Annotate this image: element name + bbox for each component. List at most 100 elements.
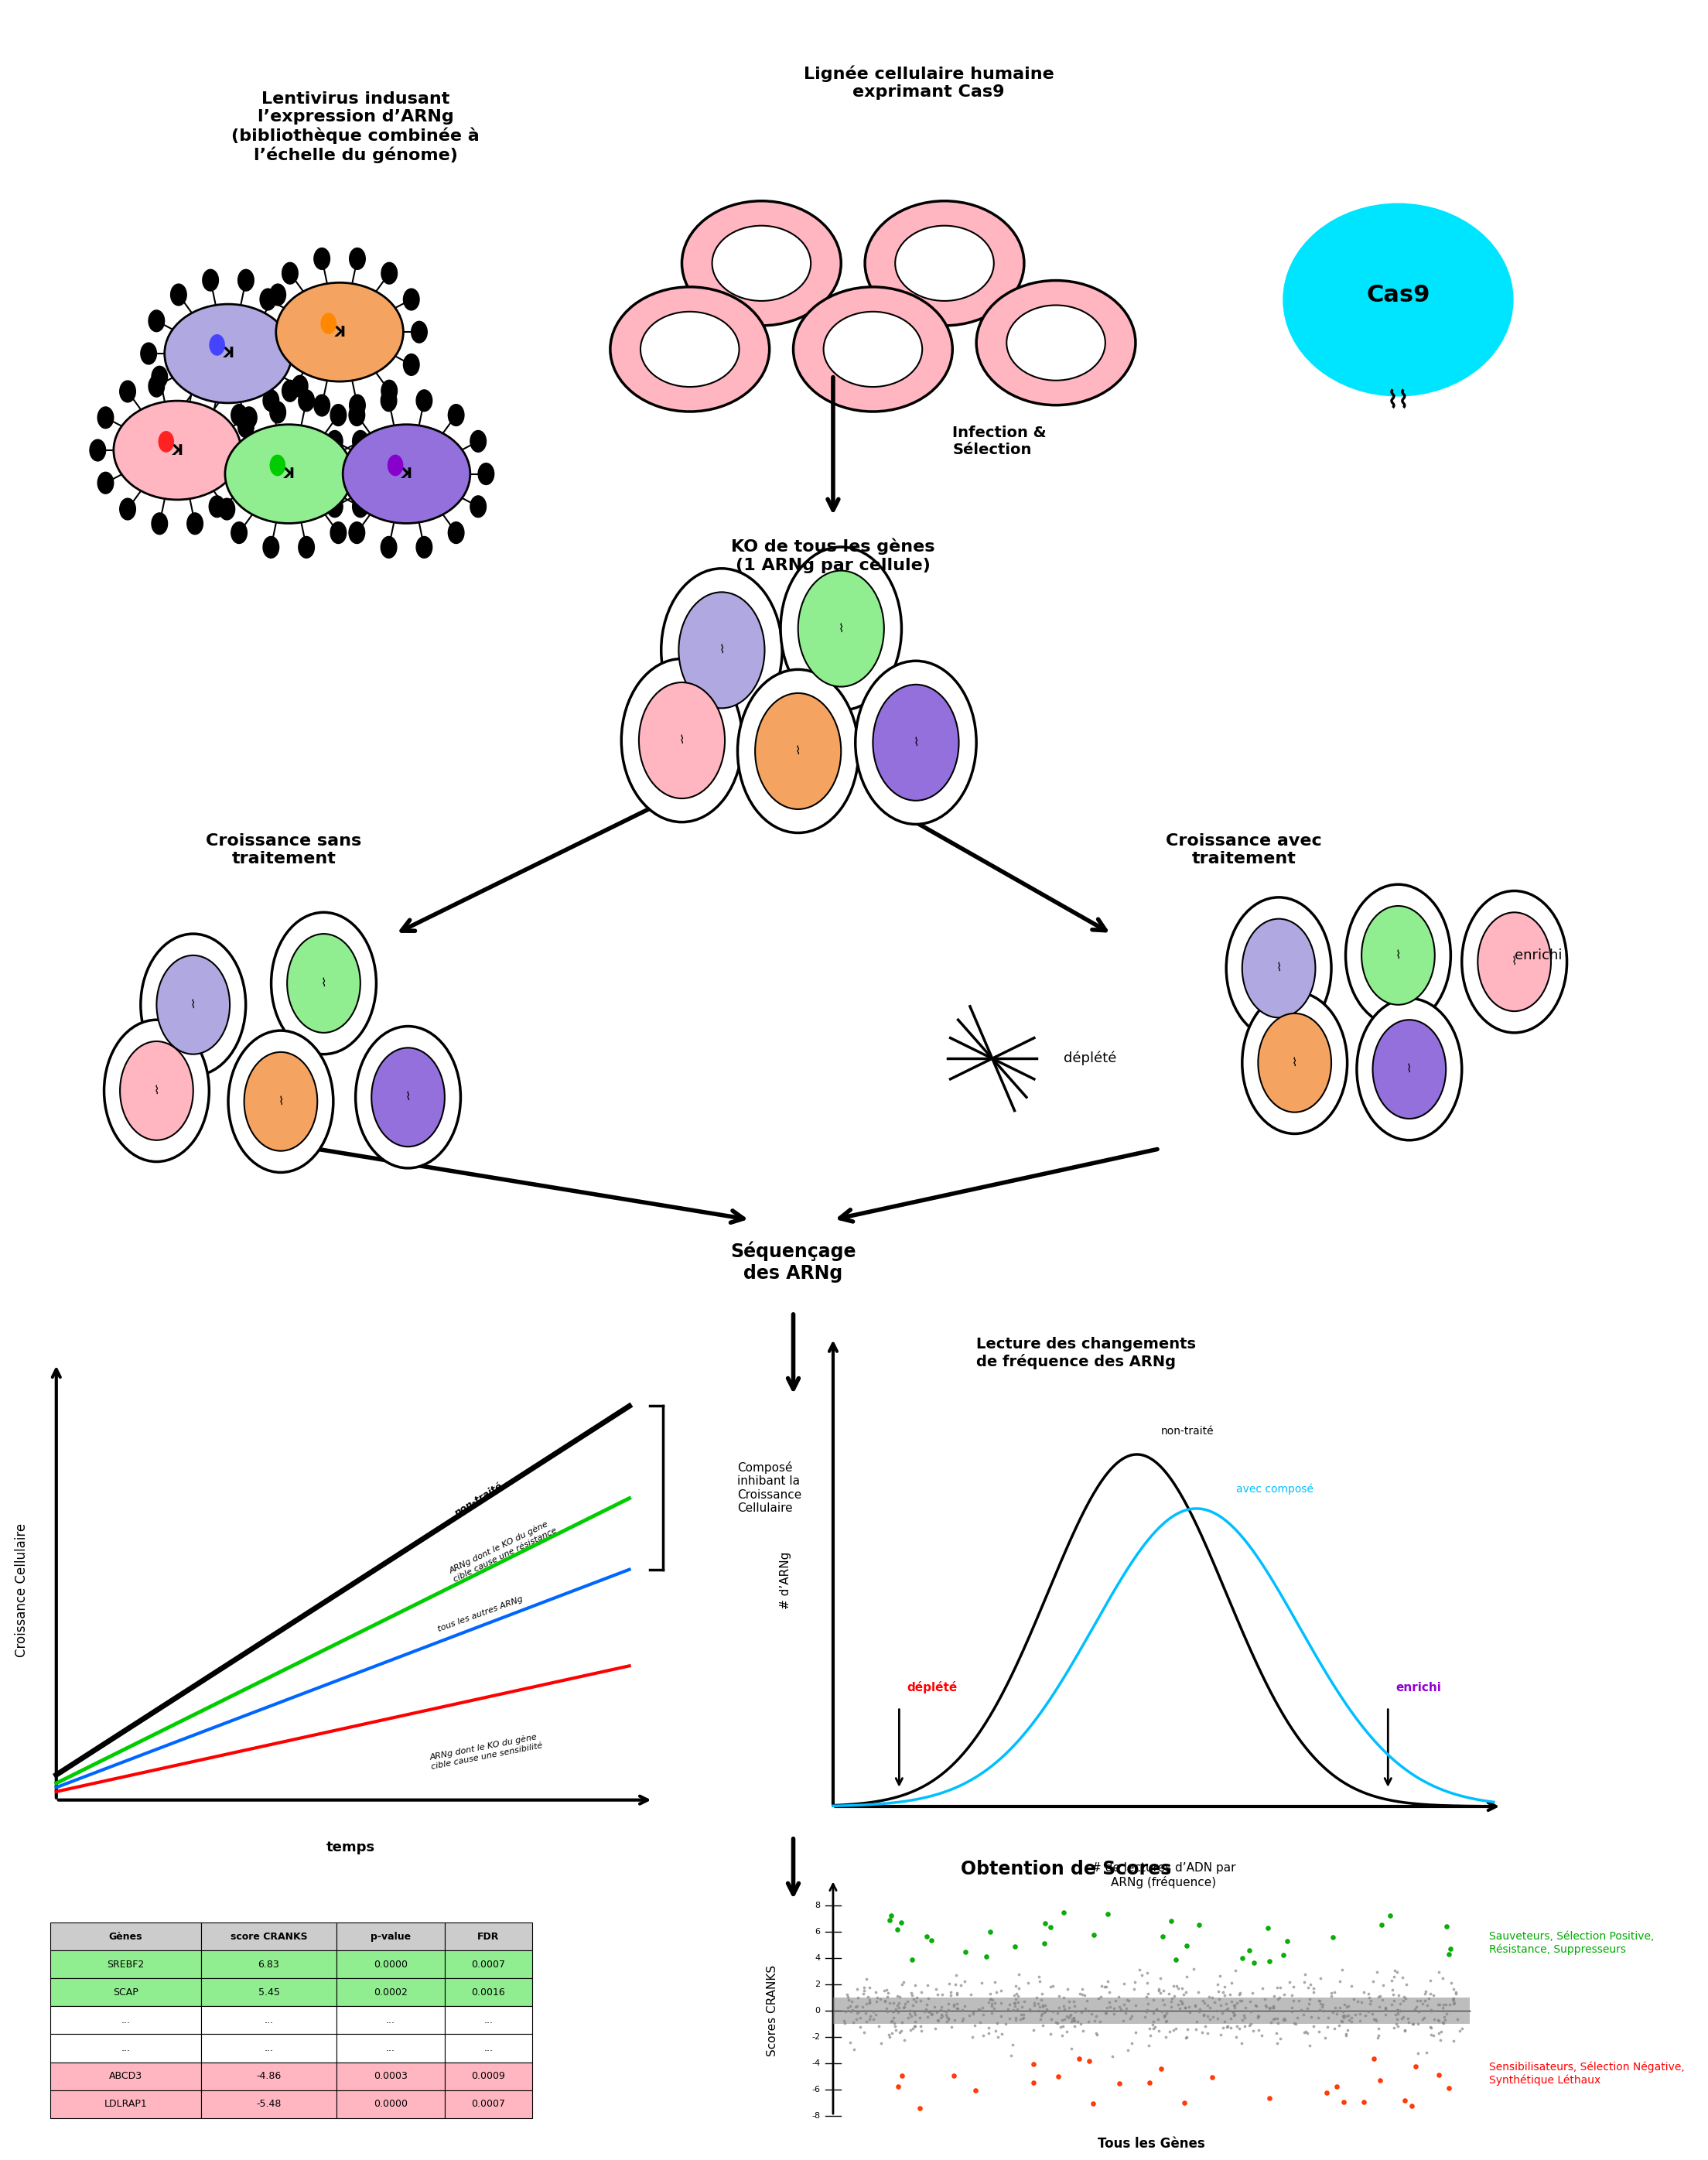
Point (1418, 2011, 1445, 2046)
Point (1296, 1968, 1324, 2002)
Point (1050, 1894, 1078, 1929)
Point (888, 1968, 915, 2002)
Point (1173, 1959, 1201, 1994)
Point (1351, 2084, 1378, 2119)
Point (1228, 2002, 1255, 2037)
Point (1054, 1972, 1081, 2007)
Point (1356, 1981, 1383, 2015)
Point (1320, 1974, 1348, 2009)
Point (943, 1976, 970, 2011)
Point (1038, 1994, 1066, 2028)
Point (852, 2004, 880, 2039)
Circle shape (104, 1020, 208, 1162)
Point (1447, 2013, 1474, 2048)
Point (1257, 1989, 1284, 2024)
Point (1033, 1992, 1061, 2026)
Point (1209, 2011, 1237, 2046)
Point (1245, 2000, 1272, 2035)
Point (1322, 1989, 1349, 2024)
Text: -4: -4 (811, 2058, 820, 2067)
Point (1319, 1994, 1346, 2028)
Point (1151, 1998, 1179, 2033)
Point (1387, 1987, 1414, 2022)
Point (839, 1994, 866, 2028)
Point (1086, 2004, 1114, 2039)
Point (898, 1998, 926, 2033)
Point (898, 1976, 926, 2011)
Point (845, 2000, 873, 2035)
Circle shape (270, 454, 285, 475)
Circle shape (856, 661, 977, 825)
Point (1426, 2058, 1454, 2093)
Circle shape (403, 289, 418, 311)
Point (1223, 2020, 1250, 2054)
Point (1320, 2011, 1348, 2046)
Bar (444, 2007, 533, 2035)
Point (1368, 1983, 1395, 2017)
Text: ⌇: ⌇ (278, 1095, 284, 1108)
Point (1225, 2011, 1252, 2046)
Point (1156, 2015, 1184, 2050)
Point (914, 2000, 941, 2035)
Point (1255, 2080, 1283, 2115)
Point (997, 2039, 1025, 2074)
Ellipse shape (681, 201, 840, 326)
Point (1380, 1976, 1407, 2011)
Point (898, 1979, 926, 2013)
Point (1372, 1989, 1399, 2024)
Point (1413, 1974, 1440, 2009)
Point (1440, 1983, 1467, 2017)
Point (849, 1976, 876, 2011)
Bar (202, 2035, 336, 2063)
Point (1030, 1996, 1057, 2030)
Point (1199, 2000, 1226, 2035)
Point (1392, 2082, 1419, 2117)
Point (1214, 2011, 1242, 2046)
Point (1081, 2002, 1108, 2037)
Circle shape (202, 462, 217, 484)
Point (1249, 2017, 1276, 2052)
Point (856, 1983, 883, 2017)
Point (1172, 1989, 1199, 2024)
Point (878, 2004, 905, 2039)
Point (1242, 1989, 1269, 2024)
Point (1266, 1981, 1293, 2015)
Text: ꓘ: ꓘ (333, 324, 345, 339)
Ellipse shape (823, 311, 922, 387)
Text: ⌇: ⌇ (680, 734, 685, 745)
Point (1190, 1998, 1218, 2033)
Text: KO de tous les gènes
(1 ARNg par cellule): KO de tous les gènes (1 ARNg par cellule… (731, 538, 934, 572)
Point (1158, 1989, 1185, 2024)
Circle shape (1346, 883, 1450, 1026)
Circle shape (292, 376, 307, 397)
Point (1184, 2004, 1211, 2039)
Circle shape (208, 335, 225, 356)
Point (914, 1918, 941, 1953)
Text: ⌇⌇: ⌇⌇ (1387, 389, 1409, 413)
Point (1411, 1976, 1438, 2011)
Text: Cas9: Cas9 (1366, 285, 1430, 307)
Point (1291, 1957, 1319, 1992)
Point (1003, 2002, 1030, 2037)
Ellipse shape (977, 281, 1136, 406)
Circle shape (203, 270, 219, 292)
Point (1349, 1974, 1377, 2009)
Circle shape (678, 592, 765, 708)
Point (1240, 1946, 1267, 1981)
Point (866, 2009, 893, 2043)
Point (912, 1987, 939, 2022)
Point (1433, 1987, 1460, 2022)
Point (967, 2004, 994, 2039)
Circle shape (1356, 998, 1462, 1140)
Point (938, 2009, 965, 2043)
Point (1418, 1994, 1445, 2028)
Point (1146, 1976, 1173, 2011)
Point (1015, 1966, 1042, 2000)
Point (1387, 2002, 1414, 2037)
Text: ...: ... (483, 2015, 494, 2026)
Point (1139, 2007, 1167, 2041)
Point (1307, 1987, 1334, 2022)
Point (1006, 2002, 1033, 2037)
Point (1220, 1996, 1247, 2030)
Point (851, 1970, 878, 2004)
